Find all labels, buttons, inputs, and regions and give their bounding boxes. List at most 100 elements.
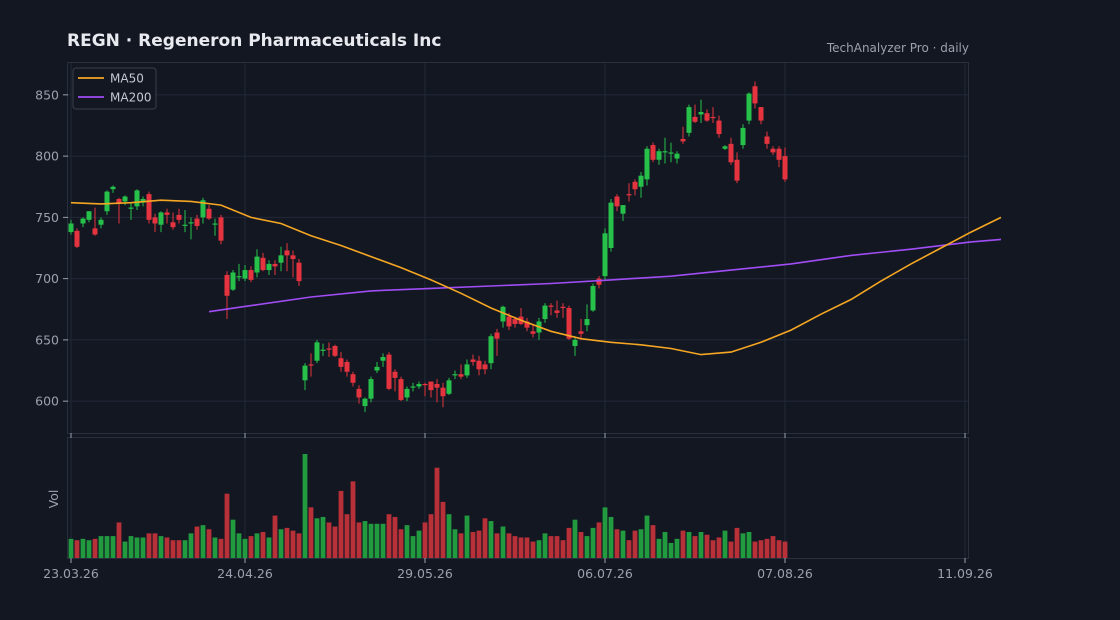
volume-bar [320, 516, 326, 558]
volume-bar [716, 537, 722, 558]
source-label: TechAnalyzer Pro · daily [826, 41, 969, 55]
volume-bar [242, 538, 248, 558]
candle-body [272, 263, 278, 267]
candle-body [212, 223, 218, 225]
volume-bar [662, 532, 668, 558]
candle-body [512, 319, 518, 324]
candle-body [362, 398, 368, 407]
ma200-line [208, 238, 1002, 313]
volume-bar [602, 507, 608, 558]
volume-bar [476, 530, 482, 558]
candle-body [284, 250, 290, 256]
volume-bar [194, 526, 200, 558]
volume-bar [776, 540, 782, 558]
volume-bar [422, 522, 428, 558]
volume-bar [686, 532, 692, 558]
volume-bar [626, 540, 632, 558]
candle-body [374, 366, 380, 371]
candle-body [188, 222, 194, 224]
volume-bar [212, 537, 218, 558]
candle-body [506, 316, 512, 327]
legend-ma50-label: MA50 [110, 72, 144, 86]
candle-body [140, 198, 146, 203]
candle-body [620, 205, 626, 214]
x-tick-label: 24.04.26 [217, 566, 273, 581]
volume-bar [302, 454, 308, 558]
volume-bar [308, 507, 314, 558]
volume-bar [494, 533, 500, 558]
chart-title: REGN · Regeneron Pharmaceuticals Inc [67, 31, 442, 51]
volume-bar [206, 529, 212, 558]
candle-body [74, 230, 80, 247]
volume-bar [680, 530, 686, 558]
candle-body [710, 116, 716, 119]
candle-body [440, 387, 446, 397]
volume-bar [230, 519, 236, 558]
volume-bar [746, 532, 752, 558]
candle-body [434, 383, 440, 388]
candle-body [206, 208, 212, 219]
candle-body [554, 310, 560, 313]
volume-bar [386, 514, 392, 558]
candle-body [464, 364, 470, 376]
candle-body [236, 276, 242, 278]
candle-body [542, 305, 548, 320]
volume-bar [524, 537, 530, 558]
candle-body [728, 143, 734, 163]
candle-body [218, 217, 224, 241]
candle-body [590, 285, 596, 311]
candle-body [170, 222, 176, 228]
candle-body [416, 383, 422, 387]
volume-bar [110, 536, 116, 558]
candle-body [248, 270, 254, 280]
volume-bar [254, 533, 260, 558]
candle-body [278, 255, 284, 263]
candle-body [782, 156, 788, 180]
candle-body [686, 107, 692, 133]
candle-body [242, 270, 248, 279]
volume-bar [314, 518, 320, 558]
volume-bar [344, 514, 350, 558]
volume-bar [704, 534, 710, 558]
candle-body [494, 332, 500, 339]
volume-bar [596, 522, 602, 558]
candle-body [260, 257, 266, 271]
volume-bar [332, 526, 338, 558]
volume-bar [482, 518, 488, 558]
candle-body [668, 152, 674, 154]
volume-bar [104, 536, 110, 558]
volume-bar [116, 522, 122, 558]
volume-bar [74, 540, 80, 558]
candle-body [470, 359, 476, 362]
volume-bars [68, 454, 788, 558]
candle-body [602, 233, 608, 277]
volume-bar [446, 514, 452, 558]
volume-bar [416, 530, 422, 558]
candle-body [230, 272, 236, 290]
candle-body [398, 379, 404, 400]
volume-bar [650, 525, 656, 558]
volume-bar [542, 533, 548, 558]
candle-body [524, 321, 530, 328]
volume-bar [590, 527, 596, 558]
candle-body [752, 86, 758, 104]
volume-bar [248, 536, 254, 558]
candle-body [164, 212, 170, 215]
volume-bar [152, 533, 158, 558]
volume-bar [182, 540, 188, 558]
candle-body [632, 181, 638, 190]
candle-body [458, 374, 464, 377]
y-tick-label: 800 [35, 149, 59, 164]
candle-body [200, 200, 206, 218]
volume-bar [644, 515, 650, 558]
candle-body [290, 255, 296, 260]
candle-body [758, 107, 764, 121]
candle-body [560, 306, 566, 309]
volume-bar [722, 530, 728, 558]
candle-body [302, 365, 308, 381]
volume-bar [68, 538, 74, 558]
candle-body [596, 278, 602, 285]
candle-body [380, 357, 386, 361]
candle-body [452, 374, 458, 376]
